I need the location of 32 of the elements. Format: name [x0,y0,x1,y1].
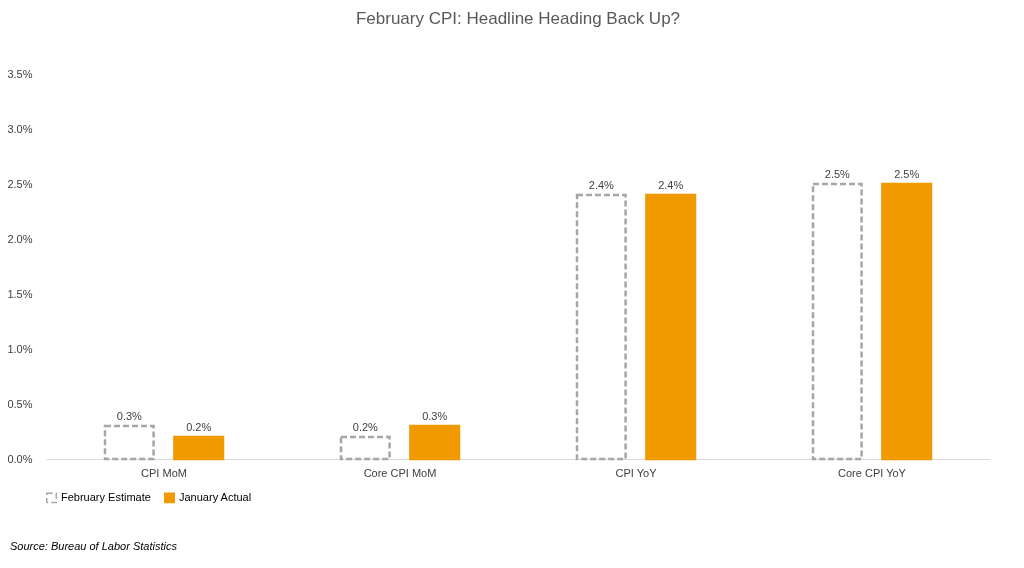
bar [339,435,391,461]
source-note: Source: Bureau of Labor Statistics [10,540,177,552]
y-tick-label: 0.0% [7,452,33,465]
data-label: 2.4% [658,179,684,191]
y-tick-label: 3.5% [7,67,33,80]
y-tick-label: 1.5% [7,287,33,300]
x-tick-label: Core CPI MoM [363,466,437,479]
bar [173,435,225,461]
y-tick-label: 2.5% [7,177,33,190]
bar [645,193,697,461]
bar [881,182,933,461]
legend-label: January Actual [179,490,252,503]
y-tick-label: 0.5% [7,397,33,410]
x-tick-label: Core CPI YoY [838,466,907,479]
bar [575,193,627,461]
legend-label: February Estimate [61,490,151,503]
data-label: 2.5% [894,168,920,180]
bar [811,182,863,461]
y-tick-label: 2.0% [7,232,33,245]
bar [409,424,461,461]
data-label: 2.4% [588,179,615,191]
y-tick-label: 1.0% [7,342,33,355]
data-label: 0.2% [352,421,379,433]
y-tick-label: 3.0% [7,122,33,135]
data-label: 2.5% [824,168,851,180]
bar [103,424,155,461]
data-label: 0.3% [422,410,448,422]
data-label: 0.2% [186,421,212,433]
chart-title: February CPI: Headline Heading Back Up? [355,9,681,28]
x-tick-label: CPI MoM [141,466,187,479]
x-tick-label: CPI YoY [615,466,658,479]
data-label: 0.3% [116,410,143,422]
